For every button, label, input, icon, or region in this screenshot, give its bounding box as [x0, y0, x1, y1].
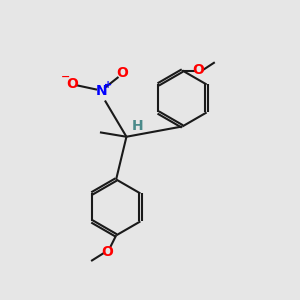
- Text: N: N: [96, 84, 107, 98]
- Text: O: O: [116, 66, 128, 80]
- Text: +: +: [104, 80, 112, 90]
- Text: O: O: [193, 64, 205, 77]
- Text: −: −: [61, 72, 70, 82]
- Text: O: O: [101, 244, 113, 259]
- Text: O: O: [66, 77, 78, 91]
- Text: H: H: [132, 119, 143, 134]
